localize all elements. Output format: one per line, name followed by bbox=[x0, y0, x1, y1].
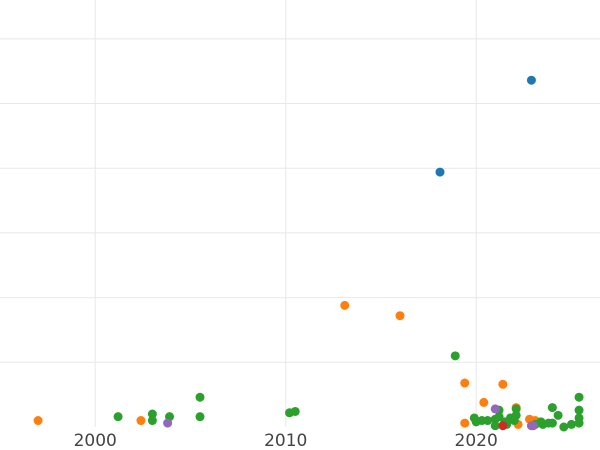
data-points bbox=[33, 75, 584, 432]
data-point bbox=[553, 410, 563, 420]
x-tick-label: 2010 bbox=[264, 431, 307, 450]
data-point bbox=[479, 397, 489, 407]
data-point bbox=[147, 416, 157, 426]
data-point bbox=[528, 421, 538, 431]
data-point bbox=[574, 405, 584, 415]
data-point bbox=[526, 75, 536, 85]
data-point bbox=[498, 421, 508, 431]
data-point bbox=[547, 418, 557, 428]
data-point bbox=[559, 422, 569, 432]
data-point bbox=[547, 403, 557, 413]
data-point bbox=[195, 412, 205, 422]
data-point bbox=[395, 311, 405, 321]
data-point bbox=[574, 418, 584, 428]
data-point bbox=[33, 416, 43, 426]
data-point bbox=[490, 421, 500, 431]
data-point bbox=[490, 404, 500, 414]
data-point bbox=[511, 410, 521, 420]
data-point bbox=[163, 418, 173, 428]
data-point bbox=[290, 406, 300, 416]
x-tick-labels: 2000 2010 2020 bbox=[74, 431, 498, 450]
x-tick-label: 2000 bbox=[74, 431, 117, 450]
data-point bbox=[340, 300, 350, 310]
data-point bbox=[435, 167, 445, 177]
data-point bbox=[450, 351, 460, 361]
data-point bbox=[566, 419, 576, 429]
data-point bbox=[498, 379, 508, 389]
grid-lines bbox=[0, 0, 600, 427]
data-point bbox=[511, 404, 521, 414]
data-point bbox=[460, 378, 470, 388]
data-point bbox=[483, 416, 493, 426]
data-point bbox=[574, 392, 584, 402]
x-tick-label: 2020 bbox=[455, 431, 498, 450]
data-point bbox=[147, 409, 157, 419]
data-point bbox=[195, 392, 205, 402]
data-point bbox=[113, 412, 123, 422]
data-point bbox=[460, 418, 470, 428]
data-point bbox=[136, 416, 146, 426]
data-point bbox=[494, 412, 504, 422]
